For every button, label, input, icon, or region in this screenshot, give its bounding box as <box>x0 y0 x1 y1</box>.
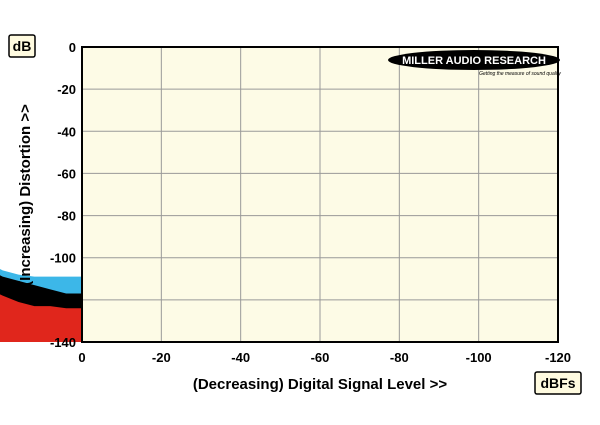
x-tick-label: 0 <box>78 350 85 365</box>
x-tick-label: -60 <box>311 350 330 365</box>
y-tick-label: -40 <box>57 124 76 139</box>
y-tick-label: -80 <box>57 209 76 224</box>
y-unit-label: dB <box>13 38 32 54</box>
plot-frame <box>81 46 559 343</box>
x-unit-label: dBFs <box>541 375 576 391</box>
x-tick-label: -100 <box>466 350 492 365</box>
logo-name: MILLER AUDIO RESEARCH <box>402 55 546 67</box>
x-axis-title: (Decreasing) Digital Signal Level >> <box>193 376 447 393</box>
x-tick-label: -120 <box>545 350 571 365</box>
grid-layer <box>82 47 558 342</box>
y-tick-label: -20 <box>57 82 76 97</box>
x-tick-label: -40 <box>231 350 250 365</box>
logo-tagline: Getting the measure of sound quality <box>479 71 561 77</box>
series-area-red-band <box>0 294 82 342</box>
y-unit-box: dB <box>8 34 36 58</box>
y-axis-title: (Increasing) Distortion >> <box>17 104 34 286</box>
x-tick-label: -80 <box>390 350 409 365</box>
y-tick-label: -60 <box>57 166 76 181</box>
x-unit-box: dBFs <box>534 371 582 395</box>
y-tick-labels: 0 -20 -40 -60 -80 -100 -120 -140 <box>50 40 76 350</box>
miller-audio-research-logo: MILLER AUDIO RESEARCH Getting the measur… <box>388 50 561 77</box>
y-tick-label: 0 <box>69 40 76 55</box>
y-tick-label: -100 <box>50 251 76 266</box>
y-tick-label: -140 <box>50 335 76 350</box>
y-tick-label: -120 <box>50 293 76 308</box>
x-tick-labels: 0 -20 -40 -60 -80 -100 -120 <box>78 350 571 365</box>
series-layer <box>0 268 82 342</box>
x-tick-label: -20 <box>152 350 171 365</box>
